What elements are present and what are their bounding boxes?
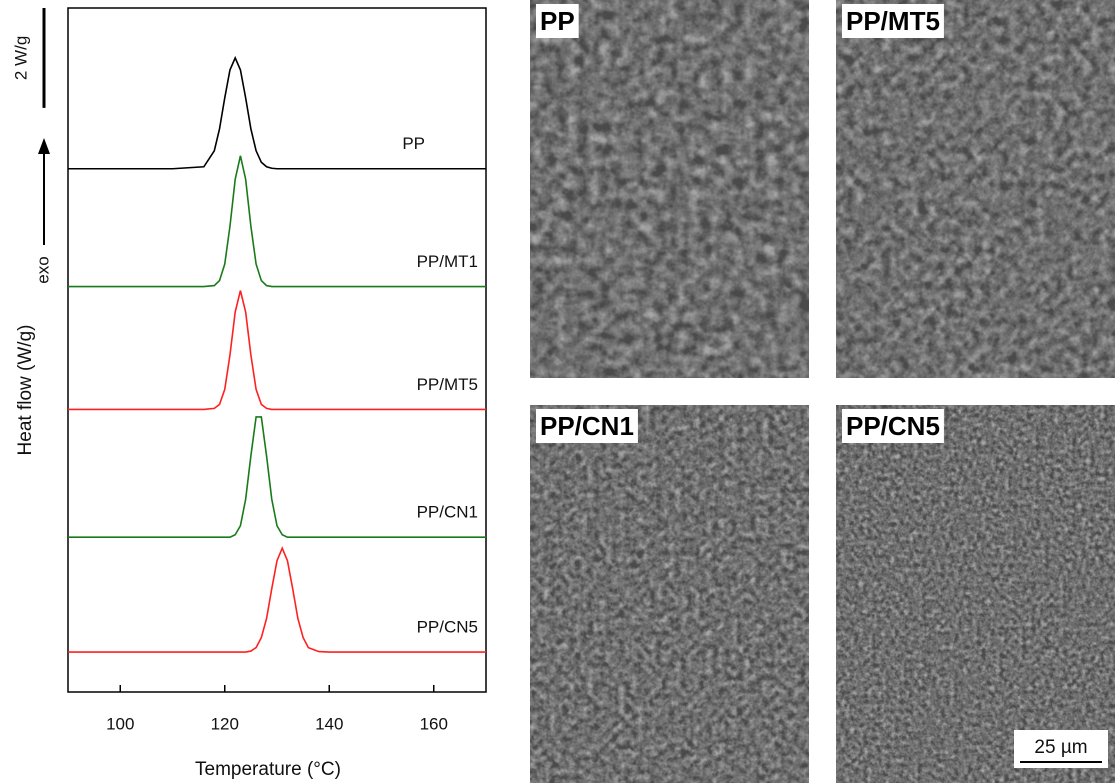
curve-label: PP/CN5: [417, 618, 478, 637]
panel-label-bg: [842, 409, 944, 443]
curve: [68, 290, 486, 411]
micrograph: [836, 0, 1115, 378]
curve-label: PP/MT1: [417, 252, 478, 271]
panel-label-bg: [842, 4, 944, 38]
scale-bar-label: 25 µm: [1034, 737, 1087, 758]
x-tick-label: 100: [106, 714, 134, 733]
plot-frame: [67, 7, 487, 693]
curve: [68, 55, 486, 170]
panel-label: PP: [540, 6, 575, 36]
curve: [68, 546, 486, 653]
micrograph: [530, 405, 809, 783]
curve-label: PP/MT5: [417, 375, 478, 394]
panel-label: PP/CN5: [846, 411, 940, 441]
y-axis-label: Heat flow (W/g): [15, 325, 36, 456]
x-tick-label: 160: [420, 714, 448, 733]
micrograph: [836, 405, 1115, 783]
panel-label: PP/MT5: [846, 6, 940, 36]
panel-label-bg: [536, 409, 638, 443]
x-axis-label: Temperature (°C): [195, 759, 341, 780]
panel-label: PP/CN1: [540, 411, 634, 441]
scale-bar-label: 2 W/g: [11, 36, 30, 80]
x-tick-label: 140: [315, 714, 343, 733]
micrograph: [530, 0, 809, 378]
panel-label-bg: [536, 4, 579, 38]
exo-label: exo: [33, 256, 52, 283]
curve: [68, 155, 486, 288]
curve-label: PP/CN1: [417, 503, 478, 522]
exo-arrowhead: [38, 138, 50, 154]
micrographs: PP PP/MT5 PP/CN1 PP/CN5 25 µm: [530, 0, 1115, 783]
x-tick-label: 120: [211, 714, 239, 733]
curve-label: PP: [402, 134, 425, 153]
curve: [68, 416, 486, 539]
